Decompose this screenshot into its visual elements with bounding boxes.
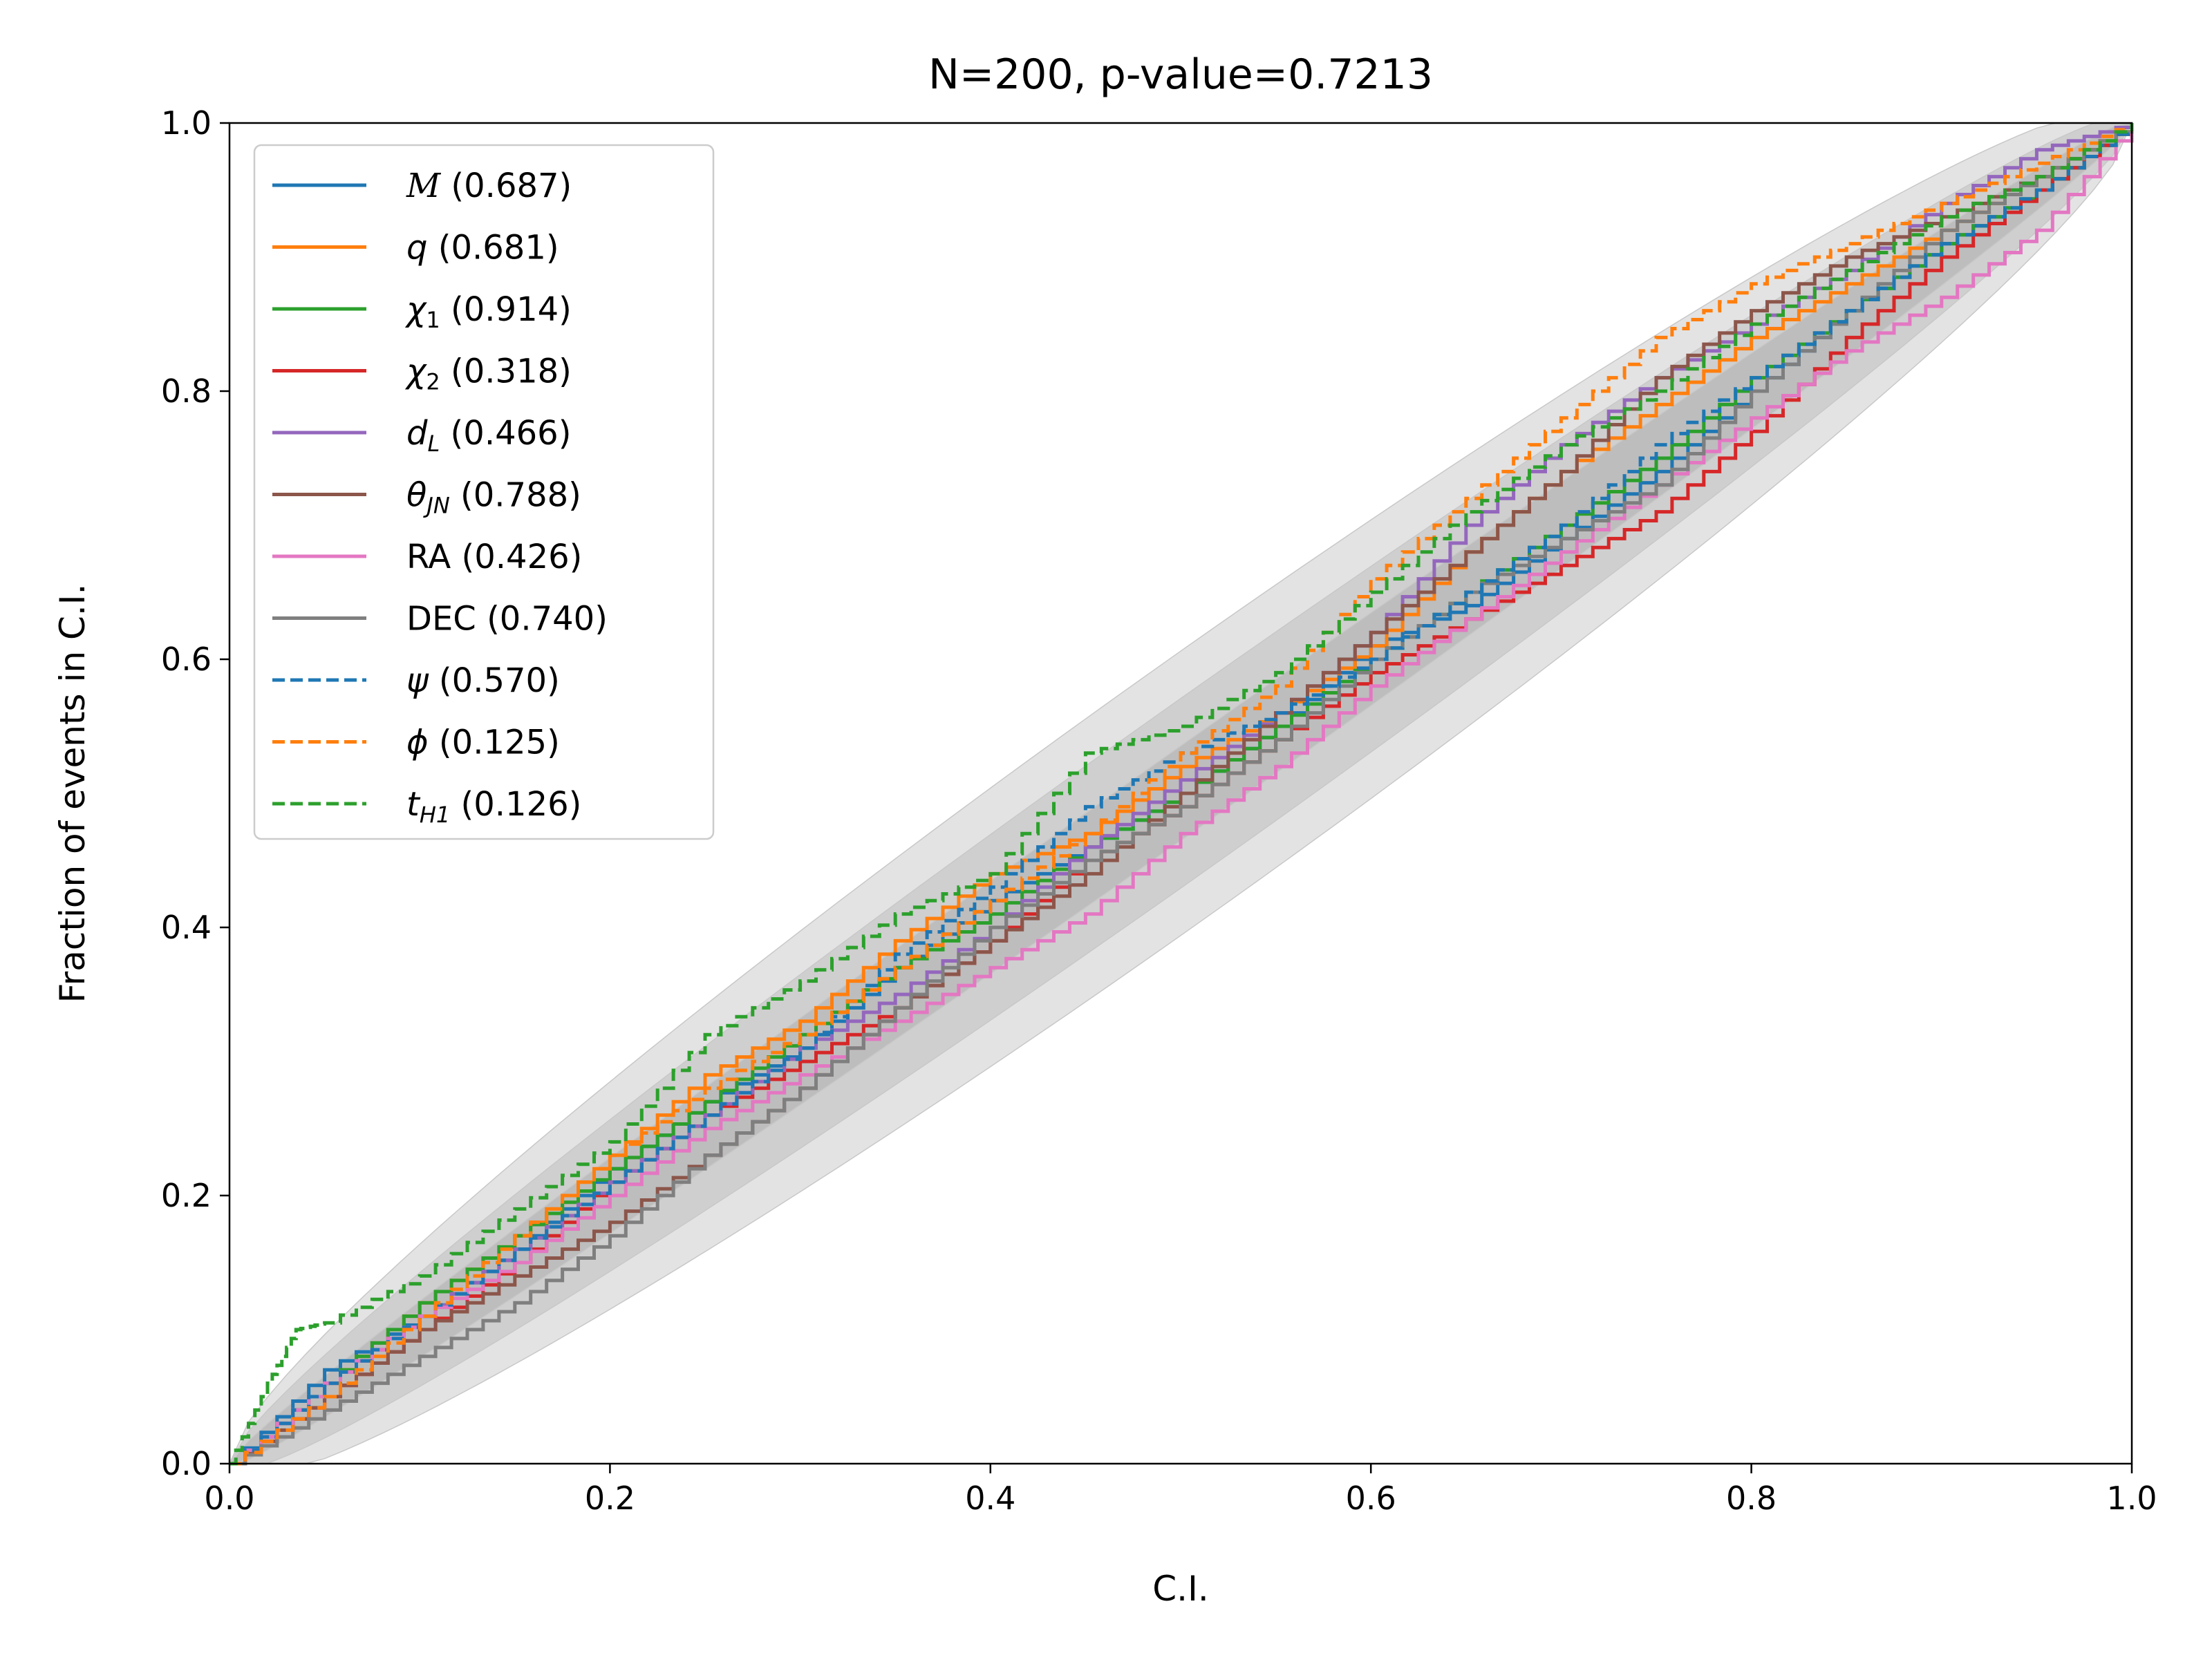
y-tick-label: 0.0 xyxy=(161,1445,212,1482)
legend-label: dL (0.466) xyxy=(406,414,571,457)
x-tick-label: 0.2 xyxy=(585,1480,635,1517)
legend-label: ϕ (0.125) xyxy=(406,724,560,762)
series-line-1 xyxy=(229,123,2134,1466)
legend-label: RA (0.426) xyxy=(406,538,582,576)
series-lines xyxy=(229,123,2134,1466)
legend-label: q (0.681) xyxy=(406,229,559,267)
x-tick-label: 0.0 xyxy=(204,1480,254,1517)
legend-label: θJN (0.788) xyxy=(406,476,581,519)
x-tick-label: 0.8 xyxy=(1726,1480,1777,1517)
legend-label: tH1 (0.126) xyxy=(406,785,581,828)
series-line-5 xyxy=(229,123,2134,1466)
x-tick-label: 0.6 xyxy=(1346,1480,1396,1517)
y-tick-label: 0.8 xyxy=(161,372,212,410)
legend-label: χ1 (0.914) xyxy=(404,290,572,333)
y-tick-label: 0.2 xyxy=(161,1177,212,1214)
series-line-9 xyxy=(229,123,2134,1466)
y-tick-label: 0.4 xyxy=(161,909,212,946)
legend-box xyxy=(253,144,715,840)
legend: M (0.687) q (0.681) χ1 (0.914) χ2 (0.318) dL… xyxy=(253,144,715,840)
series-line-10 xyxy=(229,123,2134,1466)
x-tick-label: 1.0 xyxy=(2106,1480,2157,1517)
x-axis-ticks: 0.0 0.2 0.4 0.6 0.8 1.0 xyxy=(204,1464,2157,1517)
legend-label: DEC (0.740) xyxy=(406,600,608,639)
x-axis-label: C.I. xyxy=(1152,1569,1208,1609)
legend-label: M (0.687) xyxy=(406,167,572,205)
y-tick-label: 1.0 xyxy=(161,104,212,142)
plot-frame xyxy=(228,122,2133,1465)
series-line-7 xyxy=(229,123,2134,1466)
series-line-6 xyxy=(229,123,2134,1466)
chart-title: N=200, p-value=0.7213 xyxy=(928,50,1433,99)
legend-label: ψ (0.570) xyxy=(406,661,560,700)
y-axis-ticks: 0.0 0.2 0.4 0.6 0.8 1.0 xyxy=(161,104,229,1482)
legend-label: χ2 (0.318) xyxy=(404,352,572,395)
x-tick-label: 0.4 xyxy=(965,1480,1015,1517)
y-tick-label: 0.6 xyxy=(161,641,212,678)
y-axis-label: Fraction of events in C.I. xyxy=(53,584,93,1003)
